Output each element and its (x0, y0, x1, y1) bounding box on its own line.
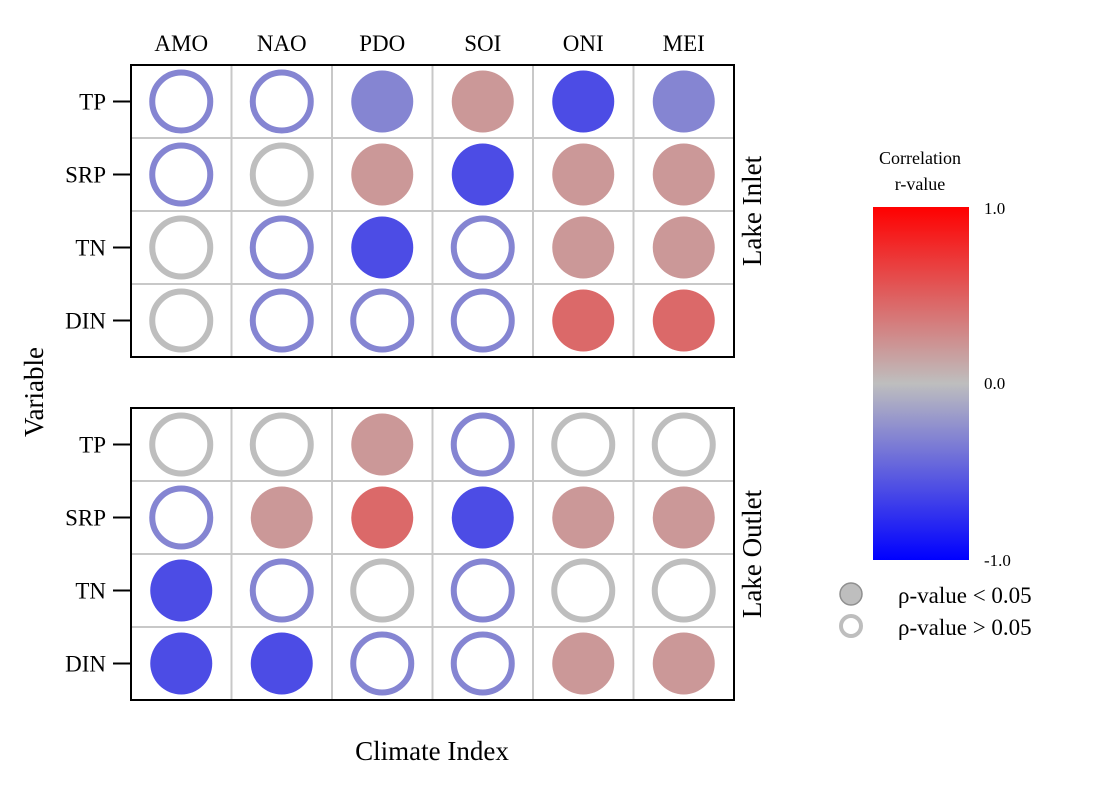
row-label-srp: SRP (65, 163, 106, 188)
corr-point-lake-outlet-srp-oni (552, 486, 615, 549)
column-label-pdo: PDO (359, 31, 405, 56)
corr-point-lake-outlet-srp-pdo (351, 486, 414, 549)
row-label-tp: TP (79, 433, 106, 458)
corr-point-lake-outlet-din-amo (150, 632, 213, 695)
panel-lake-inlet: TP SRP TN DIN Lake Inlet (65, 64, 767, 358)
legend-title-line-2: r-value (895, 174, 946, 194)
colorbar-tick-top: 1.0 (984, 199, 1005, 218)
legend-nonsignificant-label: ρ-value > 0.05 (898, 615, 1032, 640)
corr-point-lake-outlet-srp-amo (149, 485, 214, 550)
corr-point-lake-outlet-tp-nao (249, 412, 314, 477)
corr-point-lake-outlet-din-pdo (350, 631, 415, 696)
corr-point-lake-inlet-tn-mei (652, 216, 715, 279)
column-label-amo: AMO (154, 31, 208, 56)
colorbar-tick-mid: 0.0 (984, 374, 1005, 393)
row-label-tn: TN (75, 579, 106, 604)
y-axis-title: Variable (19, 347, 49, 437)
panel-border (130, 64, 735, 358)
corr-point-lake-inlet-srp-soi (451, 143, 514, 206)
corr-point-lake-outlet-tn-mei (651, 558, 716, 623)
row-label-din: DIN (65, 309, 106, 334)
column-label-nao: NAO (257, 31, 307, 56)
corr-point-lake-inlet-tn-soi (450, 215, 515, 280)
corr-point-lake-inlet-din-amo (149, 288, 214, 353)
corr-point-lake-inlet-tp-soi (451, 70, 514, 133)
legend-significant-symbol (839, 582, 863, 606)
row-label-tn: TN (75, 236, 106, 261)
corr-point-lake-outlet-tp-amo (149, 412, 214, 477)
corr-point-lake-outlet-din-nao (250, 632, 313, 695)
panel-label-lake-inlet: Lake Inlet (737, 155, 767, 266)
legend: Correlation r-value 1.0 0.0 -1.0 ρ-value… (839, 148, 1032, 640)
corr-point-lake-inlet-din-oni (552, 289, 615, 352)
x-axis-title: Climate Index (355, 736, 509, 766)
row-label-srp: SRP (65, 506, 106, 531)
column-label-mei: MEI (663, 31, 705, 56)
corr-point-lake-outlet-tn-nao (249, 558, 314, 623)
column-label-soi: SOI (464, 31, 501, 56)
corr-point-lake-inlet-tn-nao (249, 215, 314, 280)
corr-point-lake-inlet-tn-pdo (351, 216, 414, 279)
panels: TP SRP TN DIN Lake Inlet TP SRP TN DIN Lake Outle… (65, 64, 767, 701)
corr-point-lake-outlet-din-soi (450, 631, 515, 696)
corr-point-lake-inlet-srp-oni (552, 143, 615, 206)
corr-point-lake-outlet-din-mei (652, 632, 715, 695)
column-labels: AMO NAO PDO SOI ONI MEI (154, 31, 704, 56)
corr-point-lake-outlet-tn-pdo (350, 558, 415, 623)
legend-nonsignificant-symbol (839, 614, 863, 638)
corr-point-lake-outlet-tp-oni (551, 412, 616, 477)
panel-border (130, 407, 735, 701)
corr-point-lake-outlet-srp-soi (451, 486, 514, 549)
corr-point-lake-inlet-din-mei (652, 289, 715, 352)
corr-point-lake-outlet-srp-nao (250, 486, 313, 549)
corr-point-lake-inlet-tp-oni (552, 70, 615, 133)
row-label-din: DIN (65, 652, 106, 677)
corr-point-lake-outlet-tn-oni (551, 558, 616, 623)
corr-point-lake-outlet-tp-mei (651, 412, 716, 477)
corr-point-lake-inlet-din-soi (450, 288, 515, 353)
corr-point-lake-outlet-tn-amo (150, 559, 213, 622)
corr-point-lake-inlet-tp-pdo (351, 70, 414, 133)
corr-point-lake-inlet-din-nao (249, 288, 314, 353)
corr-point-lake-outlet-tp-pdo (351, 413, 414, 476)
corr-point-lake-outlet-srp-mei (652, 486, 715, 549)
corr-point-lake-inlet-srp-nao (249, 142, 314, 207)
corr-point-lake-outlet-din-oni (552, 632, 615, 695)
panel-lake-outlet: TP SRP TN DIN Lake Outlet (65, 407, 767, 701)
corr-point-lake-inlet-srp-pdo (351, 143, 414, 206)
corr-point-lake-inlet-tn-oni (552, 216, 615, 279)
colorbar (873, 207, 969, 560)
corr-point-lake-inlet-din-pdo (350, 288, 415, 353)
corr-point-lake-inlet-srp-amo (149, 142, 214, 207)
corr-point-lake-inlet-tp-amo (149, 69, 214, 134)
corr-point-lake-inlet-srp-mei (652, 143, 715, 206)
column-label-oni: ONI (563, 31, 604, 56)
legend-title-line-1: Correlation (879, 148, 961, 168)
corr-point-lake-inlet-tp-nao (249, 69, 314, 134)
corr-point-lake-inlet-tp-mei (652, 70, 715, 133)
row-label-tp: TP (79, 90, 106, 115)
corr-point-lake-outlet-tp-soi (450, 412, 515, 477)
corr-point-lake-inlet-tn-amo (149, 215, 214, 280)
corr-point-lake-outlet-tn-soi (450, 558, 515, 623)
legend-significant-label: ρ-value < 0.05 (898, 583, 1032, 608)
colorbar-tick-bottom: -1.0 (984, 551, 1011, 570)
panel-label-lake-outlet: Lake Outlet (737, 489, 767, 618)
